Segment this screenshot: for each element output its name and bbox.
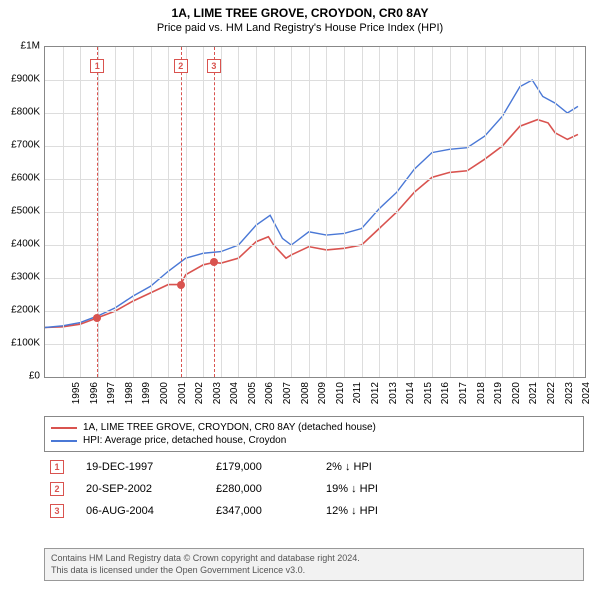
transaction-row: 3 06-AUG-2004 £347,000 12% ↓ HPI (44, 500, 584, 522)
legend-swatch-property (51, 427, 77, 429)
chart-subtitle: Price paid vs. HM Land Registry's House … (0, 20, 600, 38)
x-axis-label: 2009 (317, 382, 328, 412)
transaction-diff: 19% ↓ HPI (326, 483, 466, 495)
transaction-marker: 3 (50, 504, 64, 518)
x-axis-label: 2003 (212, 382, 223, 412)
footer-line2: This data is licensed under the Open Gov… (51, 565, 577, 577)
x-axis-label: 2008 (300, 382, 311, 412)
y-axis-label: £400K (4, 239, 40, 250)
x-axis-label: 2012 (370, 382, 381, 412)
transaction-date: 19-DEC-1997 (86, 461, 216, 473)
x-axis-label: 1998 (124, 382, 135, 412)
legend-label-property: 1A, LIME TREE GROVE, CROYDON, CR0 8AY (d… (83, 422, 376, 433)
x-axis-label: 2000 (159, 382, 170, 412)
x-axis-label: 2021 (528, 382, 539, 412)
x-axis-label: 2023 (564, 382, 575, 412)
x-axis-label: 1997 (106, 382, 117, 412)
x-axis-label: 2006 (264, 382, 275, 412)
transaction-date: 06-AUG-2004 (86, 505, 216, 517)
sale-point (210, 258, 218, 266)
y-axis-label: £300K (4, 272, 40, 283)
chart-title: 1A, LIME TREE GROVE, CROYDON, CR0 8AY (0, 0, 600, 20)
x-axis-label: 2016 (440, 382, 451, 412)
y-axis-label: £500K (4, 206, 40, 217)
x-axis-label: 2019 (493, 382, 504, 412)
transaction-date: 20-SEP-2002 (86, 483, 216, 495)
x-axis-label: 1999 (141, 382, 152, 412)
legend-item-hpi: HPI: Average price, detached house, Croy… (51, 434, 577, 447)
transaction-price: £179,000 (216, 461, 326, 473)
x-axis-label: 2018 (476, 382, 487, 412)
transaction-marker: 2 (50, 482, 64, 496)
x-axis-label: 2001 (177, 382, 188, 412)
x-axis-label: 2013 (388, 382, 399, 412)
y-axis-label: £0 (4, 371, 40, 382)
transaction-row: 1 19-DEC-1997 £179,000 2% ↓ HPI (44, 456, 584, 478)
legend: 1A, LIME TREE GROVE, CROYDON, CR0 8AY (d… (44, 416, 584, 452)
y-axis-label: £100K (4, 338, 40, 349)
y-axis-label: £200K (4, 305, 40, 316)
x-axis-label: 2004 (229, 382, 240, 412)
y-axis-label: £800K (4, 107, 40, 118)
legend-label-hpi: HPI: Average price, detached house, Croy… (83, 435, 286, 446)
x-axis-label: 2007 (282, 382, 293, 412)
x-axis-label: 2010 (335, 382, 346, 412)
sale-point (93, 314, 101, 322)
x-axis-label: 2011 (352, 382, 363, 412)
event-marker: 2 (174, 59, 188, 73)
y-axis-label: £1M (4, 41, 40, 52)
transaction-diff: 12% ↓ HPI (326, 505, 466, 517)
x-axis-label: 2024 (581, 382, 592, 412)
x-axis-label: 2022 (546, 382, 557, 412)
x-axis-label: 1995 (71, 382, 82, 412)
transaction-price: £280,000 (216, 483, 326, 495)
legend-item-property: 1A, LIME TREE GROVE, CROYDON, CR0 8AY (d… (51, 421, 577, 434)
event-marker: 1 (90, 59, 104, 73)
y-axis-label: £900K (4, 74, 40, 85)
plot-area: 1 2 3 (44, 46, 586, 378)
legend-swatch-hpi (51, 440, 77, 442)
x-axis-label: 2020 (511, 382, 522, 412)
x-axis-label: 1996 (89, 382, 100, 412)
footer-line1: Contains HM Land Registry data © Crown c… (51, 553, 577, 565)
transaction-marker: 1 (50, 460, 64, 474)
x-axis-label: 2002 (194, 382, 205, 412)
event-marker: 3 (207, 59, 221, 73)
footer-attribution: Contains HM Land Registry data © Crown c… (44, 548, 584, 581)
transaction-price: £347,000 (216, 505, 326, 517)
transaction-row: 2 20-SEP-2002 £280,000 19% ↓ HPI (44, 478, 584, 500)
transaction-diff: 2% ↓ HPI (326, 461, 466, 473)
y-axis-label: £700K (4, 140, 40, 151)
x-axis-label: 2014 (405, 382, 416, 412)
sale-point (177, 281, 185, 289)
x-axis-label: 2005 (247, 382, 258, 412)
transactions-table: 1 19-DEC-1997 £179,000 2% ↓ HPI 2 20-SEP… (44, 456, 584, 522)
y-axis-label: £600K (4, 173, 40, 184)
x-axis-label: 2017 (458, 382, 469, 412)
chart-container: { "title": "1A, LIME TREE GROVE, CROYDON… (0, 0, 600, 590)
x-axis-label: 2015 (423, 382, 434, 412)
